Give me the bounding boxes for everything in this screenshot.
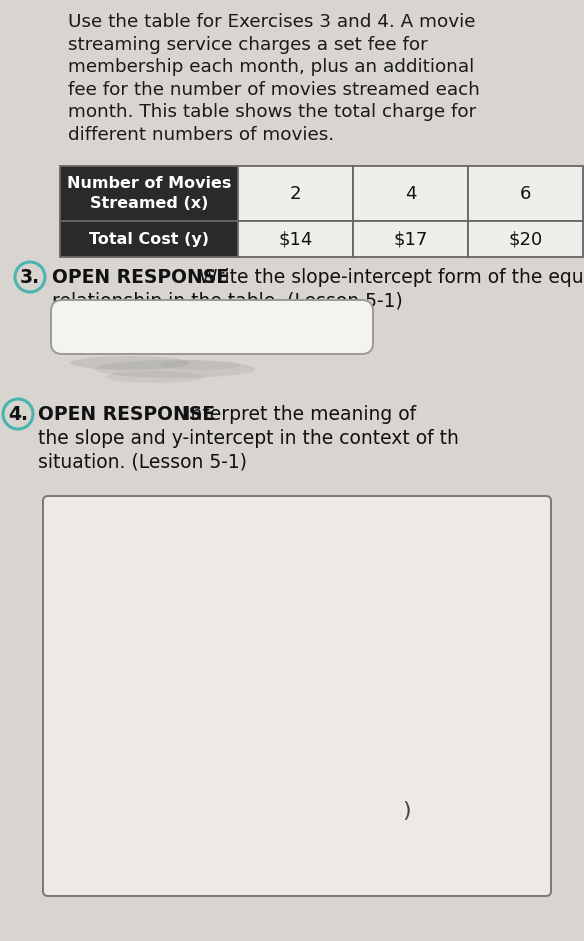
Text: Write the slope-intercept form of the equation that models the linear: Write the slope-intercept form of the eq… — [193, 267, 584, 286]
Text: situation. (Lesson 5-1): situation. (Lesson 5-1) — [38, 453, 247, 471]
Ellipse shape — [95, 360, 255, 378]
Text: Total Cost (y): Total Cost (y) — [89, 231, 209, 247]
Text: 4: 4 — [405, 184, 416, 202]
Text: month. This table shows the total charge for: month. This table shows the total charge… — [68, 103, 476, 121]
Text: $20: $20 — [509, 230, 543, 248]
Text: OPEN RESPONSE: OPEN RESPONSE — [38, 405, 215, 423]
Text: $14: $14 — [279, 230, 312, 248]
Text: ): ) — [402, 801, 411, 821]
Text: 3.: 3. — [20, 267, 40, 286]
FancyBboxPatch shape — [51, 300, 373, 354]
Bar — [238, 221, 353, 257]
Text: $17: $17 — [393, 230, 427, 248]
Ellipse shape — [70, 356, 190, 370]
Text: 6: 6 — [520, 184, 531, 202]
Bar — [468, 166, 583, 221]
Text: OPEN RESPONSE: OPEN RESPONSE — [52, 267, 229, 286]
Text: Number of Movies
Streamed (x): Number of Movies Streamed (x) — [67, 176, 231, 211]
Ellipse shape — [105, 371, 205, 383]
Ellipse shape — [160, 360, 240, 370]
Text: the slope and y-intercept in the context of th: the slope and y-intercept in the context… — [38, 428, 459, 448]
Text: relationship in the table. (Lesson 5-1): relationship in the table. (Lesson 5-1) — [52, 292, 403, 311]
Text: membership each month, plus an additional: membership each month, plus an additiona… — [68, 58, 474, 76]
Text: Interpret the meaning of: Interpret the meaning of — [179, 405, 416, 423]
Text: fee for the number of movies streamed each: fee for the number of movies streamed ea… — [68, 81, 480, 99]
Bar — [353, 221, 468, 257]
Text: 2: 2 — [290, 184, 301, 202]
Bar — [60, 166, 238, 221]
FancyBboxPatch shape — [43, 496, 551, 896]
Bar — [353, 166, 468, 221]
Text: different numbers of movies.: different numbers of movies. — [68, 125, 334, 143]
Text: Use the table for Exercises 3 and 4. A movie: Use the table for Exercises 3 and 4. A m… — [68, 13, 475, 31]
Bar — [468, 221, 583, 257]
Text: streaming service charges a set fee for: streaming service charges a set fee for — [68, 36, 427, 54]
Bar — [238, 166, 353, 221]
Bar — [60, 221, 238, 257]
Text: 4.: 4. — [8, 405, 28, 423]
